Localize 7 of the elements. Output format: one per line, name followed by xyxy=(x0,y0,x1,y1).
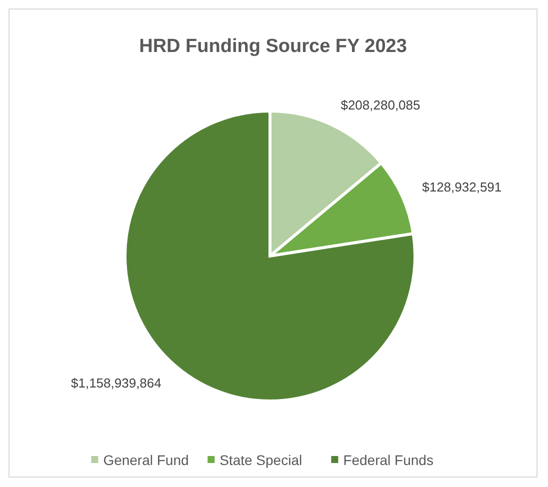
data-label: $1,158,939,864 xyxy=(71,375,162,390)
legend-label: General Fund xyxy=(103,452,189,468)
data-label: $128,932,591 xyxy=(422,180,502,195)
legend-label: Federal Funds xyxy=(343,452,434,468)
legend-label: State Special xyxy=(220,452,302,468)
chart-title: HRD Funding Source FY 2023 xyxy=(139,36,407,57)
data-label: $208,280,085 xyxy=(340,97,420,112)
